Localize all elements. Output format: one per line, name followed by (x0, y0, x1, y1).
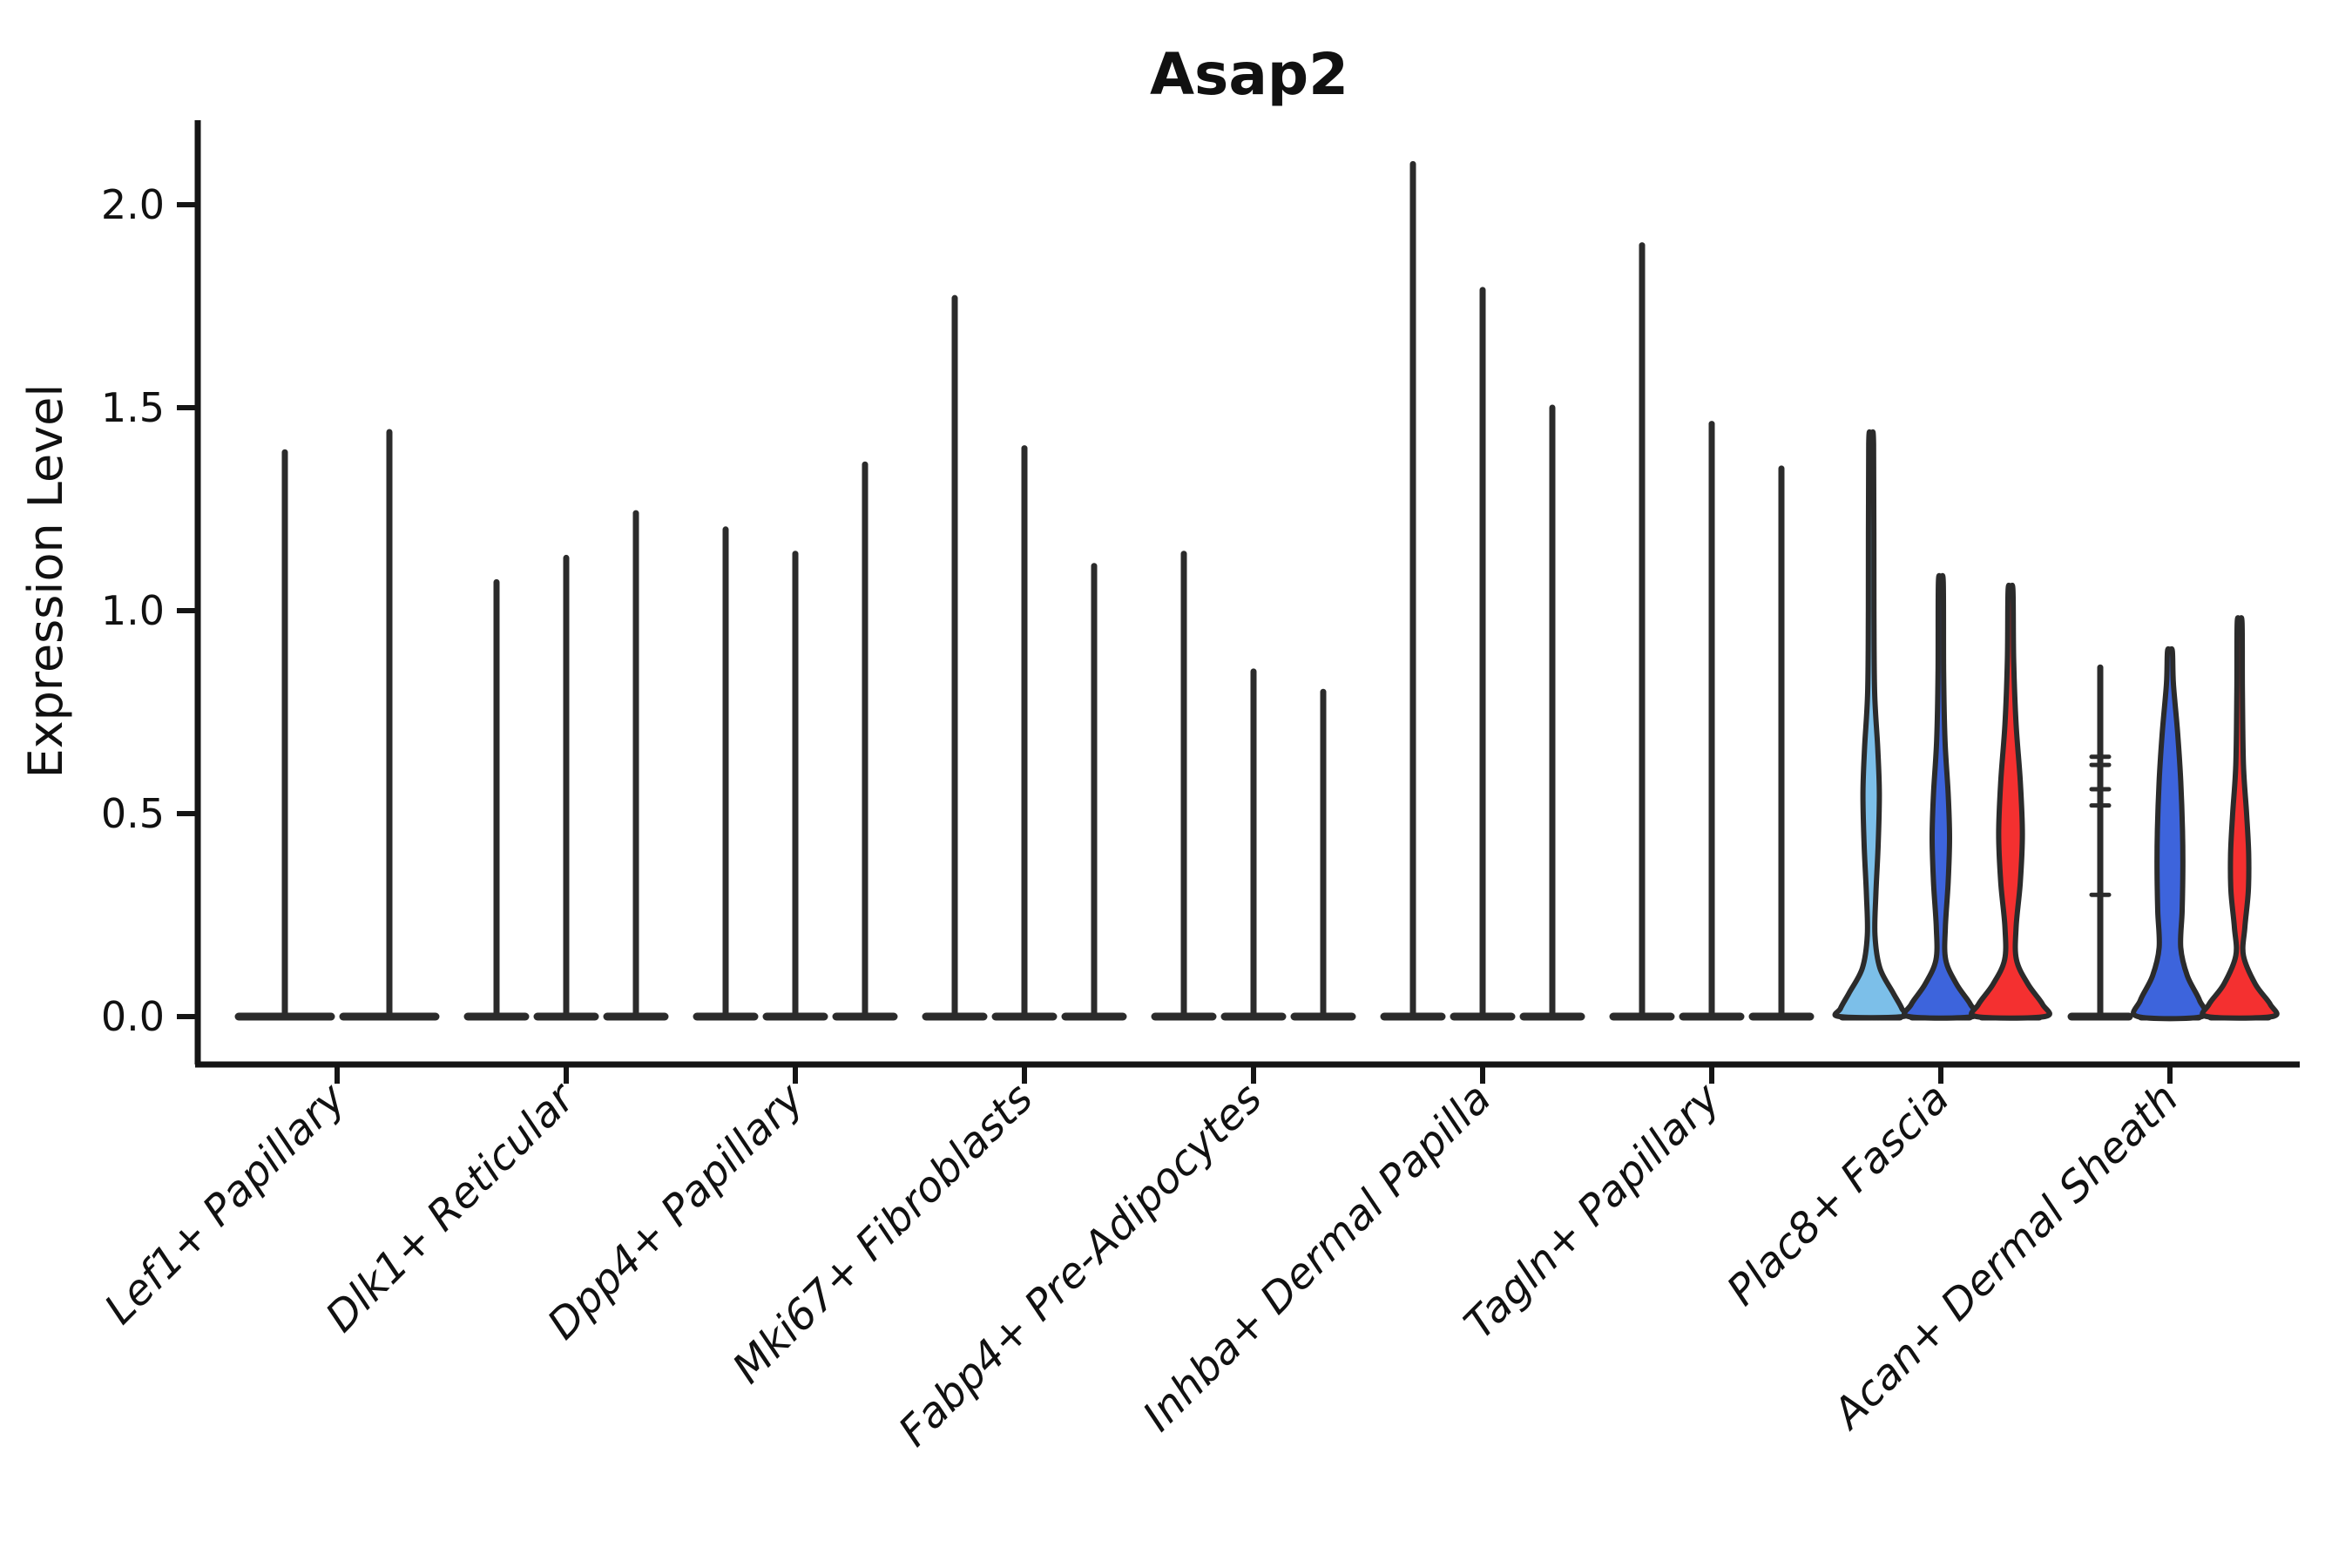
y-tick-label: 1.0 (101, 587, 165, 634)
y-tick-label: 0.0 (101, 993, 165, 1040)
chart-title: Asap2 (1150, 41, 1348, 108)
axes (194, 120, 2300, 1068)
y-axis-ticks: 0.0 0.5 1.0 1.5 2.0 (101, 181, 198, 1040)
violin-body-8-3 (1969, 582, 2052, 1021)
y-tick-label: 2.0 (101, 181, 165, 228)
violin-body-8-1 (1832, 429, 1910, 1021)
violin-body-9-3 (2200, 615, 2280, 1021)
violin-body-8-2 (1902, 572, 1980, 1021)
y-tick-label: 1.5 (101, 384, 165, 431)
violin-body-9-2 (2131, 645, 2209, 1022)
y-tick-label: 0.5 (101, 790, 165, 837)
y-axis-label: Expression Level (18, 384, 73, 779)
violins-layer (234, 160, 2280, 1022)
